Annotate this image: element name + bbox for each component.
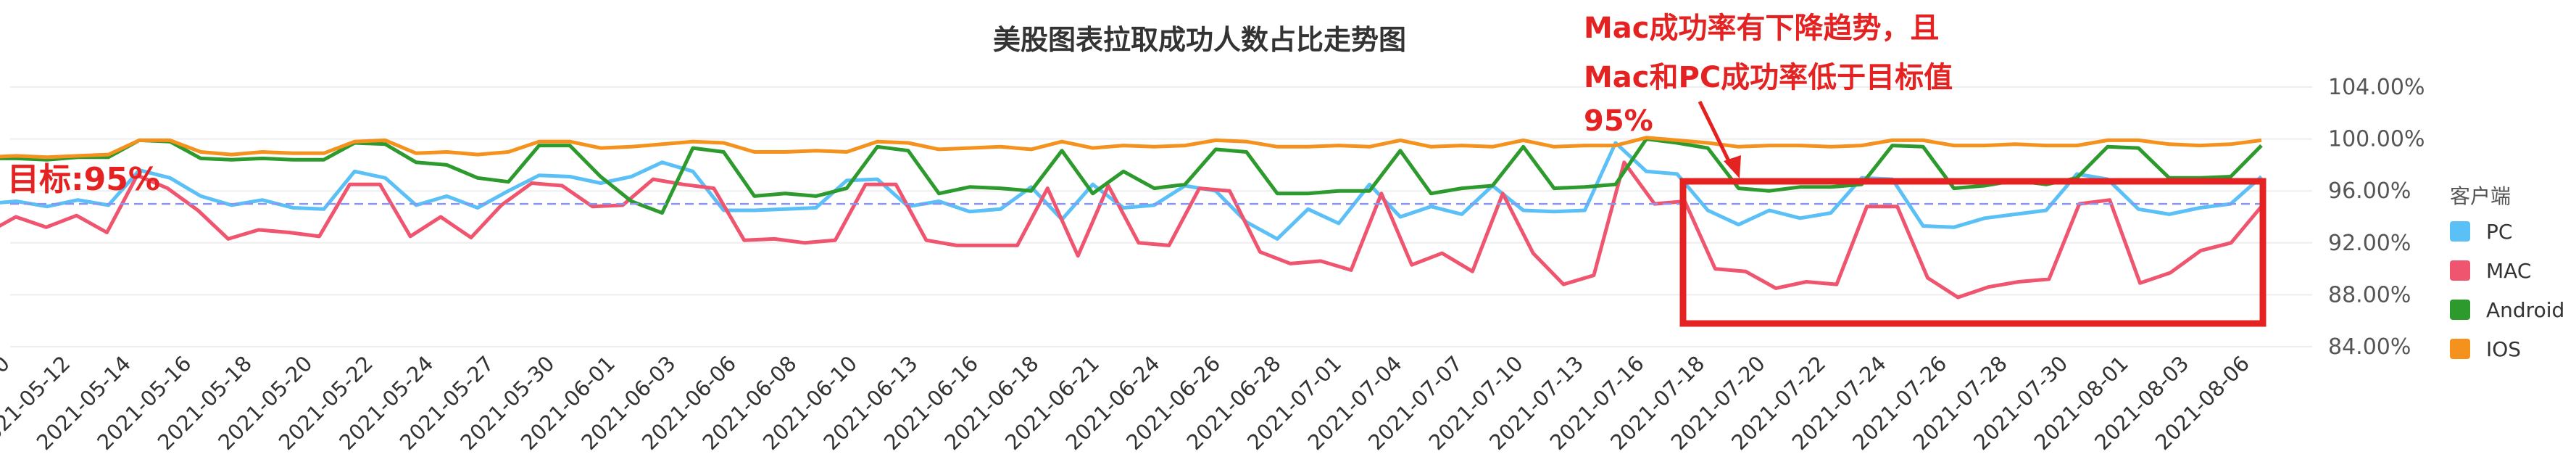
legend-title: 客户端 [2450, 184, 2511, 208]
legend-swatch [2450, 339, 2470, 359]
annotation-line-1: Mac成功率有下降趋势，且 [1584, 12, 1940, 45]
legend: 客户端 PC MAC Android IOS [2450, 184, 2564, 361]
legend-swatch [2450, 260, 2470, 281]
series-line-mac [0, 160, 2263, 300]
target-line-group: 目标:95% [7, 161, 2269, 205]
y-tick-label: 96.00% [2328, 178, 2411, 204]
series-line-android [0, 137, 2263, 215]
annotation-line-3: 95% [1584, 104, 1653, 138]
y-tick-label: 88.00% [2328, 282, 2411, 308]
y-tick-label: 92.00% [2328, 231, 2411, 256]
series-lines [0, 136, 2263, 300]
x-axis-ticks: 2021-05-102021-05-122021-05-142021-05-16… [0, 351, 2254, 455]
legend-swatch [2450, 300, 2470, 320]
legend-label: MAC [2486, 259, 2531, 283]
series-line-ios [0, 136, 2262, 160]
y-axis-ticks: 84.00% 88.00% 92.00% 96.00% 100.00% 104.00% [2328, 75, 2425, 360]
legend-swatch [2450, 221, 2470, 242]
legend-label: IOS [2486, 337, 2521, 361]
highlight-box [1679, 178, 2267, 327]
y-tick-label: 100.00% [2328, 127, 2425, 152]
legend-label: Android [2486, 298, 2564, 322]
gridlines [10, 86, 2312, 347]
target-label: 目标:95% [7, 161, 160, 198]
annotation-line-2: Mac和PC成功率低于目标值 [1584, 61, 1953, 94]
annotation-group: Mac成功率有下降趋势，且 Mac和PC成功率低于目标值 95% [1584, 12, 2267, 327]
chart-title: 美股图表拉取成功人数占比走势图 [993, 24, 1406, 56]
annotation-arrowhead [1724, 155, 1741, 178]
y-tick-label: 104.00% [2328, 75, 2425, 100]
y-tick-label: 84.00% [2328, 334, 2411, 360]
annotation-arrow [1698, 100, 1734, 170]
legend-label: PC [2486, 220, 2512, 244]
